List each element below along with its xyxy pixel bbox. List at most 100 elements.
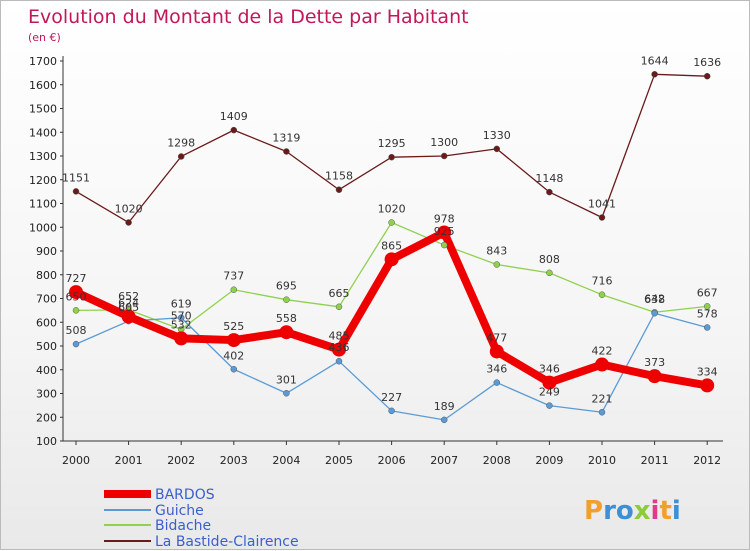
x-tick-label: 2004 (272, 454, 300, 467)
y-tick-label: 300 (36, 388, 57, 401)
data-label: 843 (486, 245, 507, 258)
data-label: 978 (434, 212, 455, 225)
data-label: 667 (697, 286, 718, 299)
y-tick-label: 1100 (29, 198, 57, 211)
y-tick-label: 1500 (29, 103, 57, 116)
data-point (542, 375, 557, 390)
data-point (703, 72, 711, 80)
data-label: 638 (644, 293, 665, 306)
data-label: 436 (329, 341, 350, 354)
data-label: 227 (381, 391, 402, 404)
data-label: 221 (592, 392, 613, 405)
x-tick-label: 2000 (62, 454, 90, 467)
data-point (388, 153, 395, 161)
data-point (647, 369, 662, 384)
data-point (72, 307, 80, 314)
x-tick-label: 2008 (483, 454, 511, 467)
data-point (651, 71, 658, 78)
y-tick-label: 400 (36, 364, 57, 377)
data-point (230, 286, 238, 293)
data-point (598, 409, 606, 416)
data-label: 1020 (378, 203, 406, 216)
data-point (388, 407, 395, 415)
data-point (703, 324, 711, 331)
y-tick-label: 1400 (29, 126, 57, 139)
y-tick-label: 1200 (29, 174, 57, 187)
data-label: 925 (434, 225, 455, 238)
y-tick-label: 1600 (29, 79, 57, 92)
y-tick-label: 900 (36, 245, 57, 258)
data-point (493, 379, 501, 386)
data-label: 605 (118, 301, 139, 314)
y-tick-label: 800 (36, 269, 57, 282)
data-labels: 1151 1020 1298 1409 1319 1158 1295 1300 1330 1148… (62, 54, 721, 413)
data-label: 727 (66, 272, 87, 285)
chart-title: Evolution du Montant de la Dette par Hab… (28, 6, 469, 28)
y-tick-label: 500 (36, 340, 57, 353)
data-label: 1300 (430, 136, 458, 149)
data-point (72, 188, 80, 195)
data-label: 570 (171, 309, 192, 322)
x-tick-label: 2011 (641, 454, 669, 467)
data-label: 249 (539, 386, 560, 399)
y-tick-label: 1700 (29, 55, 57, 68)
y-tick-label: 200 (36, 411, 57, 424)
data-point (335, 303, 343, 311)
data-point (546, 188, 553, 196)
x-tick-label: 2009 (535, 454, 563, 467)
y-tick-label: 600 (36, 316, 57, 329)
data-label: 665 (329, 287, 350, 300)
legend-label: La Bastide-Clairence (155, 534, 299, 550)
data-label: 485 (329, 330, 350, 343)
data-label: 1636 (693, 56, 721, 69)
data-point (440, 416, 448, 424)
data-point (598, 214, 606, 221)
data-point (703, 303, 711, 310)
data-point (335, 186, 343, 193)
data-label: 402 (223, 349, 244, 362)
x-tick-label: 2005 (325, 454, 353, 467)
data-point (546, 402, 553, 409)
data-label: 695 (276, 280, 297, 293)
data-label: 422 (592, 345, 613, 358)
data-point (226, 333, 241, 348)
data-point (230, 126, 238, 134)
data-label: 642 (644, 292, 665, 305)
data-label: 508 (66, 324, 87, 337)
data-label: 346 (486, 363, 507, 376)
data-point (332, 342, 346, 357)
data-label: 189 (434, 400, 455, 413)
data-point (72, 340, 80, 348)
data-label: 1148 (535, 172, 563, 185)
data-point (437, 225, 452, 240)
x-tick-label: 2007 (430, 454, 458, 467)
data-point (489, 344, 504, 359)
data-label: 624 (118, 297, 139, 310)
axes: 100 200 300 400 500 600 700 800 900 1000 1100 1200 1… (29, 55, 723, 467)
data-point (493, 261, 501, 268)
data-point (230, 366, 238, 373)
data-label: 578 (697, 307, 718, 320)
data-label: 1319 (272, 131, 300, 144)
data-label: 373 (644, 356, 665, 369)
data-label: 1644 (641, 54, 669, 67)
x-tick-label: 2002 (167, 454, 195, 467)
data-label: 1298 (167, 136, 195, 149)
data-point (388, 219, 395, 226)
data-point (440, 152, 448, 160)
y-tick-label: 700 (36, 293, 57, 306)
x-tick-label: 2012 (693, 454, 721, 467)
data-point (177, 314, 185, 321)
x-tick-label: 2003 (220, 454, 248, 467)
data-point (493, 145, 501, 153)
data-point (69, 285, 83, 300)
x-tick-label: 2001 (115, 454, 143, 467)
data-point (174, 331, 189, 346)
data-point (121, 309, 136, 324)
data-label: 525 (223, 320, 244, 333)
y-tick-label: 1000 (29, 221, 57, 234)
data-point (283, 296, 290, 303)
